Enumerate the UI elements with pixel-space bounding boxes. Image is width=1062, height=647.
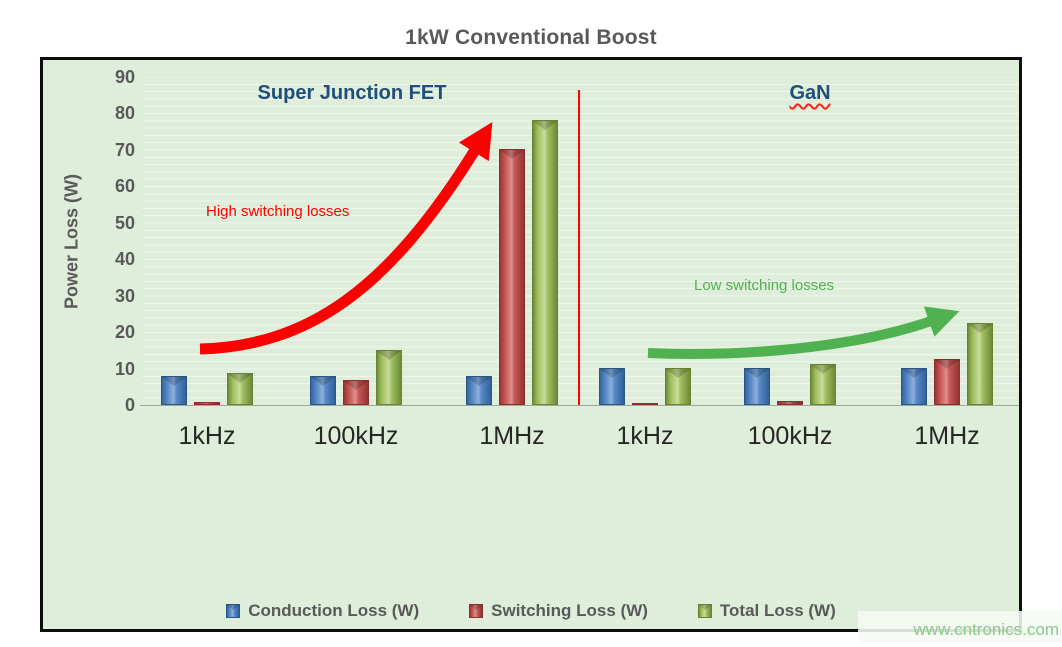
bar-switching (934, 359, 960, 405)
bar-total (810, 364, 836, 405)
bar-group-sjfet-1mhz: 1MHz (466, 120, 558, 450)
annotation-low-switching-losses: Low switching losses (694, 277, 835, 294)
bar-total (376, 350, 402, 405)
bar-switching (632, 403, 658, 405)
x-axis-baseline (140, 405, 1019, 406)
section-divider-line (578, 90, 580, 405)
bar-conduction (310, 376, 336, 405)
x-tick-label: 1MHz (479, 422, 545, 450)
bar-total (665, 368, 691, 405)
page-title: 1kW Conventional Boost (405, 26, 657, 49)
y-tick-label: 20 (114, 322, 135, 342)
gan-wavy-underline-text: GaN (789, 82, 831, 104)
bar-switching (194, 402, 220, 405)
bar-total (532, 120, 558, 405)
y-tick-label: 70 (114, 140, 135, 160)
x-tick-label: 100kHz (313, 422, 399, 450)
y-tick-label: 0 (124, 395, 135, 415)
chart-frame: Power Loss (W) 90 80 70 60 50 40 30 20 1… (40, 57, 1022, 632)
bar-group-sjfet-1khz: 1kHz (161, 373, 253, 450)
bar-group-gan-1khz: 1kHz (599, 368, 691, 450)
bar-switching (499, 149, 525, 405)
y-tick-label: 80 (114, 103, 135, 123)
legend: Conduction Loss (W) Switching Loss (W) T… (43, 598, 1019, 624)
bar-conduction (901, 368, 927, 405)
legend-item-switching: Switching Loss (W) (469, 601, 648, 621)
section-label-gan: GaN (710, 82, 910, 105)
legend-label-conduction: Conduction Loss (W) (248, 601, 420, 620)
x-tick-label: 1MHz (914, 422, 980, 450)
legend-label-total: Total Loss (W) (719, 601, 836, 620)
legend-label-switching: Switching Loss (W) (491, 601, 648, 620)
bar-conduction (744, 368, 770, 405)
bar-total (227, 373, 253, 405)
x-tick-label: 1kHz (178, 422, 236, 450)
annotation-high-switching-losses: High switching losses (206, 203, 350, 220)
x-tick-label: 1kHz (616, 422, 674, 450)
bar-conduction (466, 376, 492, 405)
bar-conduction (161, 376, 187, 405)
y-tick-label: 60 (114, 176, 135, 196)
bar-group-sjfet-100khz: 100kHz (310, 350, 402, 450)
section-label-super-junction-fet: Super Junction FET (257, 82, 447, 104)
bar-switching (343, 380, 369, 405)
legend-marker-conduction (226, 604, 241, 618)
y-tick-label: 90 (114, 67, 135, 87)
y-axis-title: Power Loss (W) (61, 174, 82, 310)
plot-gridlines (143, 77, 1019, 406)
legend-marker-total (697, 604, 712, 618)
bar-conduction (599, 368, 625, 405)
y-tick-label: 50 (114, 213, 135, 233)
legend-item-total: Total Loss (W) (697, 601, 836, 621)
y-tick-label: 10 (114, 359, 135, 379)
legend-item-conduction: Conduction Loss (W) (226, 601, 419, 621)
watermark: www.cntronics.com (858, 611, 1062, 643)
bar-group-gan-1mhz: 1MHz (901, 323, 993, 450)
y-tick-label: 40 (114, 249, 135, 269)
y-tick-label: 30 (114, 286, 135, 306)
x-tick-label: 100kHz (747, 422, 833, 450)
bar-switching (777, 401, 803, 405)
bar-group-gan-100khz: 100kHz (744, 364, 836, 450)
legend-marker-switching (469, 604, 484, 618)
bar-total (967, 323, 993, 405)
